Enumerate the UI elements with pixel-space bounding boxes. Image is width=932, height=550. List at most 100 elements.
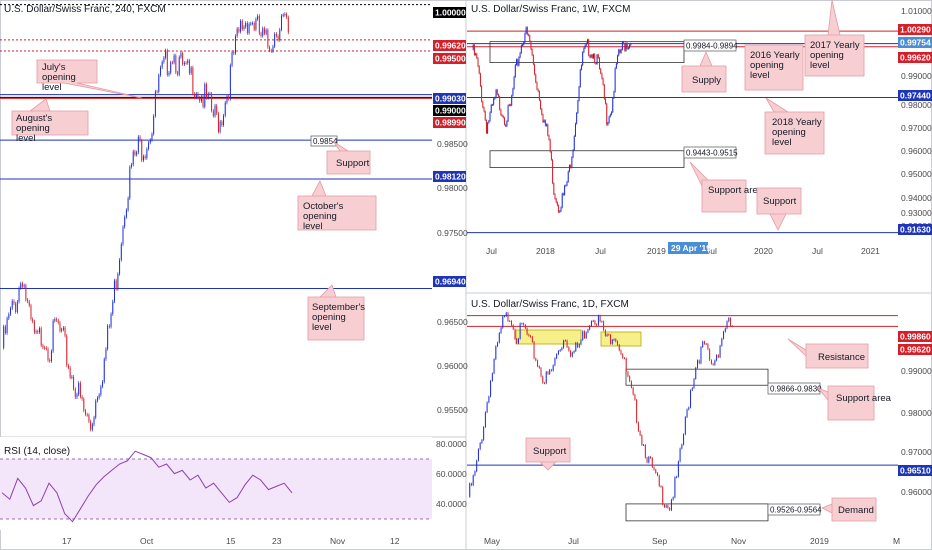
candle-body [509, 320, 511, 322]
price-tick: 0.99000 [901, 366, 932, 376]
candle-body [477, 58, 479, 67]
candle-body [205, 84, 207, 98]
candle-body [45, 347, 47, 349]
candle-body [529, 35, 531, 42]
time-axis-1d: May Jul Sep Nov 2019 M [484, 536, 900, 546]
price-tag-label: 0.99620 [435, 41, 466, 51]
candle-body [526, 328, 528, 335]
candle-body [103, 359, 105, 382]
candle-body [516, 59, 518, 65]
candle-body [535, 358, 537, 361]
candle-body [497, 94, 499, 97]
candle-body [724, 328, 726, 332]
candle-body [643, 444, 645, 446]
candle-body [4, 326, 6, 334]
candle-body [76, 394, 78, 398]
price-axis-4h: 0.98500 0.98000 0.97500 0.96500 0.96000 … [436, 139, 468, 509]
time-tick: Jul [706, 246, 717, 256]
candle-body [542, 114, 544, 123]
price-tag-label: 0.99030 [435, 94, 466, 104]
candle-body [183, 62, 185, 65]
candle-body [197, 93, 199, 98]
price-tick: 0.95500 [437, 405, 468, 415]
candle-body [542, 376, 544, 383]
candle-body [604, 330, 606, 336]
candle-body [262, 28, 264, 36]
candle-body [20, 283, 22, 289]
callout-text: October's opening level [303, 201, 344, 232]
candle-body [577, 342, 579, 348]
time-tick: 2020 [754, 246, 773, 256]
time-tick: Jul [812, 246, 823, 256]
candle-body [277, 36, 279, 40]
candle-body [499, 96, 501, 110]
candle-body [538, 366, 540, 368]
price-tick: 0.98500 [437, 139, 468, 149]
candle-body [629, 44, 631, 48]
callout-support [756, 187, 802, 231]
candle-body [559, 349, 561, 352]
candle-body [594, 320, 596, 325]
candle-body [566, 181, 568, 186]
candle-body [731, 325, 733, 327]
candle-body [469, 483, 471, 497]
callout-august [11, 98, 89, 136]
candle-body [487, 122, 489, 134]
candle-body [648, 456, 650, 463]
time-tick: Jul [486, 246, 497, 256]
candle-body [596, 324, 598, 326]
candle-body [579, 69, 581, 87]
candle-body [613, 339, 615, 341]
callout-text: Demand [838, 505, 874, 516]
candle-body [62, 327, 64, 330]
panel-1w: U.S. Dollar/Swiss Franc, 1W, FXCM 0.9984… [467, 0, 932, 256]
candle-body [575, 342, 577, 352]
time-tick: Nov [731, 536, 747, 546]
candle-body [195, 93, 197, 98]
candle-body [56, 319, 58, 321]
candle-body [470, 483, 472, 486]
time-tick: Jul [595, 246, 606, 256]
candle-body [136, 152, 138, 155]
candle-body [476, 460, 478, 472]
candle-body [603, 84, 605, 100]
candle-body [707, 343, 709, 350]
callout-demand [821, 497, 877, 522]
time-tick: 12 [390, 536, 400, 546]
candle-body [129, 166, 131, 199]
candle-body [124, 217, 126, 227]
candle-body [47, 348, 49, 361]
candle-body [3, 326, 5, 348]
rsi-title: RSI (14, close) [4, 446, 70, 457]
candle-body [199, 97, 201, 102]
candle-body [578, 86, 580, 101]
candle-body [494, 97, 496, 99]
candle-body [269, 47, 271, 51]
candle-body [601, 321, 603, 323]
candle-body [478, 66, 480, 74]
price-tag [433, 105, 466, 116]
candle-body [91, 424, 93, 430]
candle-body [520, 45, 522, 53]
zone-label-box [767, 503, 821, 516]
candle-body [644, 444, 646, 458]
candle-body [730, 318, 732, 326]
candle-body [617, 55, 619, 64]
candle-body [578, 344, 580, 348]
candle-body [516, 338, 518, 344]
candle-body [33, 321, 35, 333]
candle-body [8, 314, 10, 319]
callout-text: Support area [836, 393, 892, 404]
candle-body [608, 334, 610, 336]
candle-body [655, 469, 657, 473]
candle-body [717, 355, 719, 358]
price-tick: 0.95000 [901, 169, 932, 179]
price-tag [898, 224, 932, 235]
candle-body [286, 14, 288, 18]
candle-body [614, 68, 616, 92]
price-tag-label: 1.00000 [435, 8, 466, 18]
callout-july [36, 59, 143, 99]
candle-body [597, 54, 599, 58]
candle-body [576, 112, 578, 124]
